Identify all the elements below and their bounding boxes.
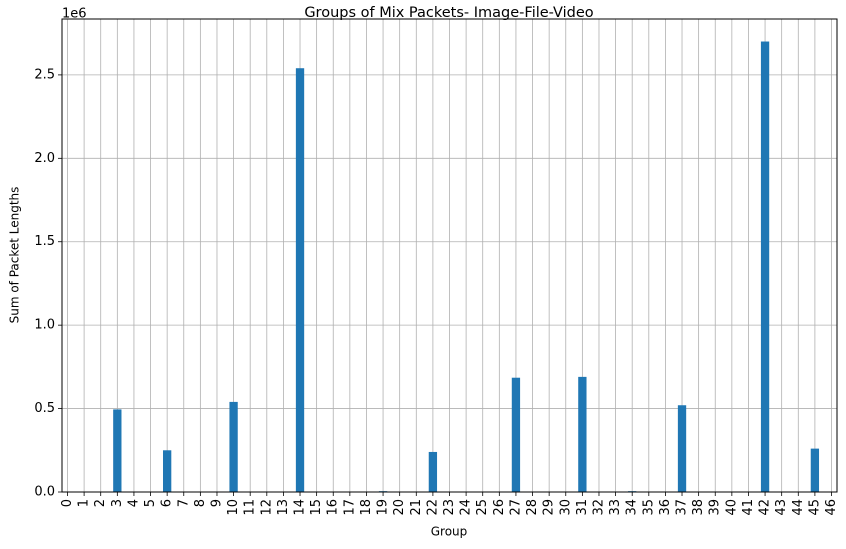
x-tick-label: 9 — [209, 499, 224, 507]
x-tick-label: 3 — [110, 499, 125, 507]
x-tick-label: 22 — [425, 499, 440, 516]
x-tick-label: 26 — [492, 499, 507, 516]
x-tick-label: 4 — [126, 499, 141, 507]
x-tick-label: 1 — [77, 499, 92, 507]
x-tick-label: 21 — [409, 499, 424, 516]
y-tick-label: 2.5 — [34, 67, 55, 82]
x-tick-label: 30 — [558, 499, 573, 516]
bar-group-45 — [810, 448, 820, 492]
x-tick-label: 16 — [326, 499, 341, 516]
x-tick-label: 17 — [342, 499, 357, 516]
x-tick-label: 20 — [392, 499, 407, 516]
x-tick-label: 44 — [791, 499, 806, 516]
bars — [113, 41, 820, 493]
x-tick-label: 2 — [93, 499, 108, 507]
x-tick-label: 12 — [259, 499, 274, 516]
x-tick-label: 38 — [691, 499, 706, 516]
bar-group-27 — [511, 377, 521, 492]
x-tick-label: 7 — [176, 499, 191, 507]
x-tick-label: 34 — [625, 499, 640, 516]
x-tick-label: 33 — [608, 499, 623, 516]
x-tick-label: 24 — [459, 499, 474, 516]
x-tick-label: 42 — [758, 499, 773, 516]
x-tick-label: 45 — [807, 499, 822, 516]
x-tick-label: 0 — [60, 499, 75, 507]
bar-group-10 — [229, 401, 238, 492]
x-tick-label: 39 — [708, 499, 723, 516]
bar-group-37 — [677, 405, 687, 492]
y-tick-label: 1.5 — [34, 234, 55, 249]
x-tick-label: 46 — [824, 499, 839, 516]
bar-group-42 — [760, 41, 770, 493]
x-tick-label: 11 — [243, 499, 258, 516]
x-tick-label: 10 — [226, 499, 241, 516]
x-tick-label: 29 — [542, 499, 557, 516]
x-tick-label: 25 — [475, 499, 490, 516]
bar-group-22 — [428, 451, 438, 492]
x-tick-label: 5 — [143, 499, 158, 507]
x-tick-label: 35 — [641, 499, 656, 516]
y-offset-text: 1e6 — [62, 7, 87, 22]
x-tick-label: 43 — [774, 499, 789, 516]
x-tick-label: 32 — [591, 499, 606, 516]
bar-group-3 — [113, 409, 122, 492]
x-tick-label: 6 — [160, 499, 175, 507]
x-tick-label: 31 — [575, 499, 590, 516]
y-axis-label: Sum of Packet Lengths — [8, 187, 22, 324]
x-tick-label: 14 — [293, 499, 308, 516]
x-tick-label: 18 — [359, 499, 374, 516]
x-tick-label: 40 — [724, 499, 739, 516]
bar-group-31 — [578, 376, 587, 492]
chart-title: Groups of Mix Packets- Image-File-Video — [304, 5, 593, 21]
y-tick-label: 0.5 — [34, 401, 55, 416]
x-tick-label: 37 — [675, 499, 690, 516]
x-tick-label: 13 — [276, 499, 291, 516]
bar-group-6 — [163, 450, 172, 492]
x-tick-label: 15 — [309, 499, 324, 516]
x-tick-label: 23 — [442, 499, 457, 516]
x-axis-ticks: 0 1 2 3 4 5 6 7 8 9 10 11 12 13 14 15 16 17 18 19 20 21 22 23 24… — [60, 492, 839, 516]
x-axis-label: Group — [431, 525, 468, 539]
x-tick-label: 28 — [525, 499, 540, 516]
x-tick-label: 19 — [376, 499, 391, 516]
bar-group-14 — [295, 68, 305, 493]
x-tick-label: 36 — [658, 499, 673, 516]
y-axis-ticks: 0.0 0.5 1.0 1.5 2.0 2.5 — [34, 67, 62, 500]
x-tick-label: 27 — [508, 499, 523, 516]
y-tick-label: 0.0 — [34, 485, 55, 500]
x-tick-label: 8 — [193, 499, 208, 507]
y-tick-label: 1.0 — [34, 318, 55, 333]
y-tick-label: 2.0 — [34, 151, 55, 166]
x-tick-label: 41 — [741, 499, 756, 516]
